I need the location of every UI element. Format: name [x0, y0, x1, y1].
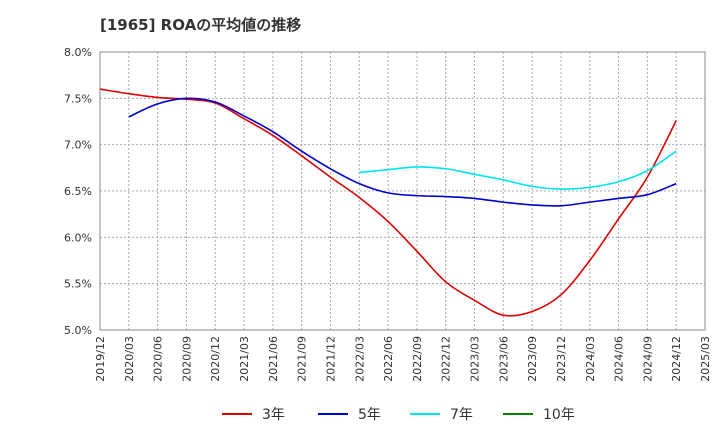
- x-tick-label: 2024/09: [641, 336, 654, 382]
- y-tick-label: 8.0%: [64, 46, 92, 59]
- legend-label: 10年: [543, 407, 575, 423]
- plot-frame: [99, 51, 706, 331]
- x-tick-label: 2024/12: [670, 336, 683, 382]
- x-tick-label: 2023/09: [526, 336, 539, 382]
- x-tick-label: 2020/06: [152, 336, 165, 382]
- x-tick-label: 2023/12: [555, 336, 568, 382]
- x-tick-label: 2020/03: [123, 336, 136, 382]
- x-tick-label: 2022/09: [411, 336, 424, 382]
- series-line-0: [99, 88, 677, 317]
- x-tick-label: 2022/06: [382, 336, 395, 382]
- x-tick-label: 2022/03: [353, 336, 366, 382]
- y-tick-label: 7.5%: [64, 92, 92, 105]
- x-tick-label: 2021/06: [267, 336, 280, 382]
- x-tick-label: 2020/12: [209, 336, 222, 382]
- legend-label: 7年: [450, 407, 473, 423]
- y-tick-label: 6.5%: [64, 185, 92, 198]
- y-tick-labels: 5.0% 5.5% 6.0% 6.5% 7.0% 7.5% 8.0%: [64, 46, 92, 337]
- y-tick-label: 6.0%: [64, 231, 92, 244]
- grid-layer: [100, 52, 705, 330]
- chart-title: [1965] ROAの平均値の推移: [100, 16, 302, 34]
- x-tick-label: 2021/12: [324, 336, 337, 382]
- x-tick-label: 2024/06: [613, 336, 626, 382]
- series-line-2: [359, 150, 677, 190]
- x-tick-label: 2021/09: [296, 336, 309, 382]
- x-tick-label: 2024/03: [584, 336, 597, 382]
- legend-label: 3年: [262, 407, 285, 423]
- y-tick-label: 5.5%: [64, 278, 92, 291]
- x-tick-label: 2022/12: [440, 336, 453, 382]
- series-layer: [99, 88, 677, 317]
- x-tick-label: 2023/03: [469, 336, 482, 382]
- x-tick-labels: 2019/12 2020/03 2020/06 2020/09 2020/12 2021/…: [94, 336, 712, 382]
- x-tick-label: 2019/12: [94, 336, 107, 382]
- y-tick-label: 5.0%: [64, 324, 92, 337]
- legend: 3年 5年 7年 10年: [222, 407, 575, 423]
- x-tick-label: 2021/03: [238, 336, 251, 382]
- x-tick-label: 2025/03: [699, 336, 712, 382]
- x-tick-label: 2020/09: [180, 336, 193, 382]
- x-tick-label: 2023/06: [497, 336, 510, 382]
- y-tick-label: 7.0%: [64, 139, 92, 152]
- series-line-1: [128, 97, 677, 207]
- legend-label: 5年: [358, 407, 381, 423]
